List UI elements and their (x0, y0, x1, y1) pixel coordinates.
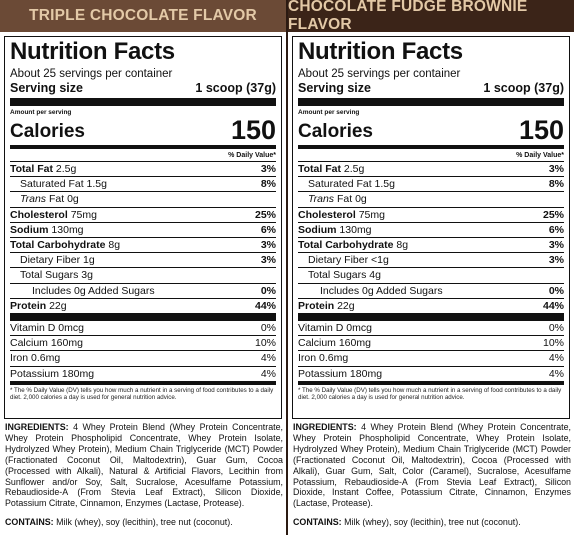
thick-rule (10, 98, 276, 106)
serving-size-value: 1 scoop (37g) (483, 81, 564, 95)
nutrient-row-cholesterol: Cholesterol 75mg 25% (10, 206, 276, 221)
nutrition-panel-chocolate-fudge-brownie: CHOCOLATE FUDGE BROWNIE FLAVOR Nutrition… (288, 0, 574, 535)
vitamin-row-iron: Iron 0.6mg 4% (10, 350, 276, 365)
medium-rule (10, 145, 276, 149)
vitamin-row-potassium: Potassium 180mg 4% (10, 365, 276, 380)
daily-value-footnote: * The % Daily Value (DV) tells you how m… (10, 380, 276, 402)
allergen-contains: CONTAINS: Milk (whey), soy (lecithin), t… (5, 517, 233, 527)
panel-divider (286, 0, 288, 535)
nutrient-row-protein: Protein 22g 44% (10, 297, 276, 312)
medium-rule (298, 145, 564, 149)
vitamin-row-iron: Iron 0.6mg 4% (298, 350, 564, 365)
thick-rule (298, 98, 564, 106)
nutrient-row-cholesterol: Cholesterol 75mg 25% (298, 206, 564, 221)
nutrition-facts-label: Nutrition Facts About 25 servings per co… (4, 36, 282, 419)
vitamin-row-calcium: Calcium 160mg 10% (298, 335, 564, 350)
serving-size-label: Serving size (10, 81, 83, 95)
calories-row: Calories 150 (298, 115, 564, 145)
nutrient-row-dietary-fiber: Dietary Fiber <1g 3% (298, 252, 564, 267)
nutrient-row-total-carbohydrate: Total Carbohydrate 8g 3% (298, 237, 564, 252)
nutrient-row-total-sugars: Total Sugars 3g (10, 267, 276, 282)
vitamin-row-calcium: Calcium 160mg 10% (10, 335, 276, 350)
serving-size-label: Serving size (298, 81, 371, 95)
servings-per-container: About 25 servings per container (10, 68, 173, 80)
nutrient-row-sodium: Sodium 130mg 6% (10, 221, 276, 236)
flavor-header: CHOCOLATE FUDGE BROWNIE FLAVOR (288, 0, 574, 33)
nutrient-row-added-sugars: Includes 0g Added Sugars 0% (298, 282, 564, 298)
nutrition-facts-title: Nutrition Facts (10, 38, 175, 65)
flavor-header: TRIPLE CHOCOLATE FLAVOR (0, 0, 286, 32)
calories-row: Calories 150 (10, 115, 276, 145)
calories-value: 150 (230, 115, 276, 145)
nutrition-facts-title: Nutrition Facts (298, 38, 463, 65)
vitamin-row-vitamin-d: Vitamin D 0mcg 0% (298, 313, 564, 335)
vitamin-row-vitamin-d: Vitamin D 0mcg 0% (10, 313, 276, 335)
calories-label: Calories (10, 121, 85, 142)
ingredients-text: INGREDIENTS: 4 Whey Protein Blend (Whey … (293, 422, 571, 509)
calories-value: 150 (518, 115, 564, 145)
serving-size-row: Serving size 1 scoop (37g) (298, 81, 564, 95)
amount-per-serving: Amount per serving (298, 109, 360, 116)
serving-size-row: Serving size 1 scoop (37g) (10, 81, 276, 95)
serving-size-value: 1 scoop (37g) (195, 81, 276, 95)
nutrient-row-added-sugars: Includes 0g Added Sugars 0% (10, 282, 276, 298)
nutrition-panel-triple-chocolate: TRIPLE CHOCOLATE FLAVOR Nutrition Facts … (0, 0, 286, 535)
allergen-contains: CONTAINS: Milk (whey), soy (lecithin), t… (293, 517, 521, 527)
amount-per-serving: Amount per serving (10, 109, 72, 116)
nutrient-row-trans-fat: Trans Fat 0g (10, 191, 276, 206)
daily-value-header: % Daily Value* (228, 152, 276, 159)
nutrient-row-sodium: Sodium 130mg 6% (298, 221, 564, 236)
nutrition-facts-label: Nutrition Facts About 25 servings per co… (292, 36, 570, 419)
nutrient-row-total-fat: Total Fat 2.5g 3% (298, 161, 564, 175)
ingredients-text: INGREDIENTS: 4 Whey Protein Blend (Whey … (5, 422, 283, 509)
nutrient-row-saturated-fat: Saturated Fat 1.5g 8% (298, 176, 564, 191)
nutrient-row-total-sugars: Total Sugars 4g (298, 267, 564, 282)
nutrient-row-trans-fat: Trans Fat 0g (298, 191, 564, 206)
nutrient-row-protein: Protein 22g 44% (298, 297, 564, 312)
calories-label: Calories (298, 121, 373, 142)
daily-value-header: % Daily Value* (516, 152, 564, 159)
daily-value-footnote: * The % Daily Value (DV) tells you how m… (298, 380, 564, 402)
nutrient-row-saturated-fat: Saturated Fat 1.5g 8% (10, 176, 276, 191)
servings-per-container: About 25 servings per container (298, 68, 461, 80)
vitamin-row-potassium: Potassium 180mg 4% (298, 365, 564, 380)
nutrient-row-total-carbohydrate: Total Carbohydrate 8g 3% (10, 237, 276, 252)
nutrient-row-total-fat: Total Fat 2.5g 3% (10, 161, 276, 175)
nutrient-row-dietary-fiber: Dietary Fiber 1g 3% (10, 252, 276, 267)
